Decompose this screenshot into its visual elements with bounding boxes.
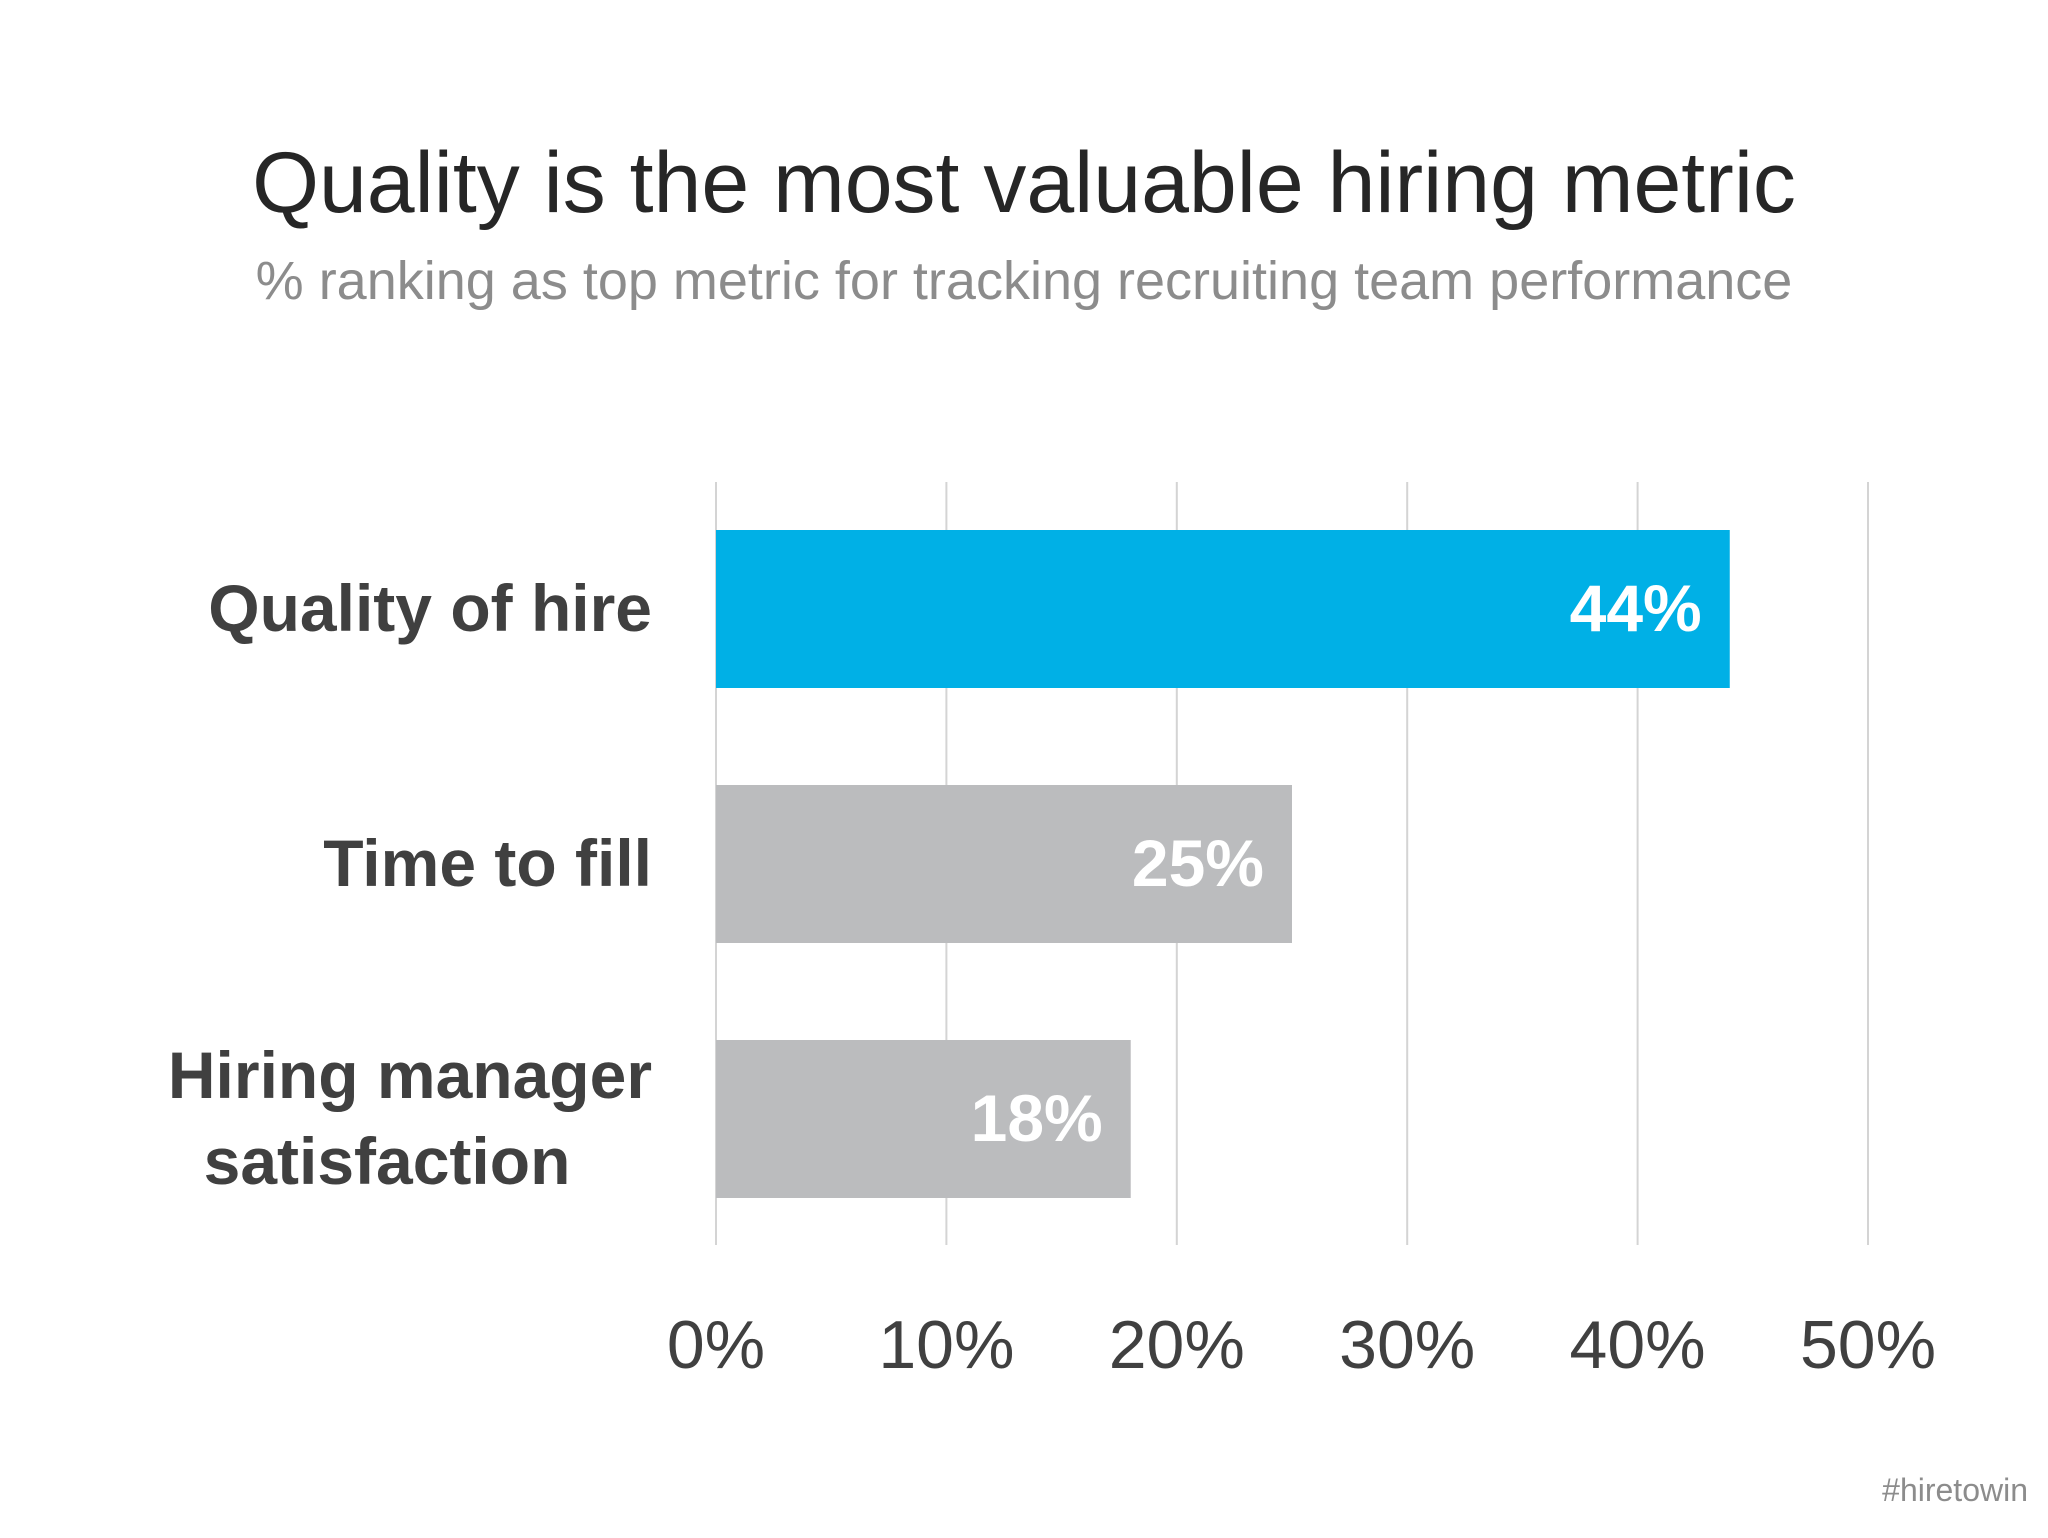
chart-subtitle: % ranking as top metric for tracking rec… — [255, 251, 1793, 311]
bars — [716, 530, 1730, 1198]
bar-value-label: 25% — [1132, 826, 1264, 900]
x-tick-label: 50% — [1800, 1307, 1936, 1383]
category-label: Quality of hire — [208, 571, 652, 645]
chart-title: Quality is the most valuable hiring metr… — [252, 135, 1796, 231]
x-tick-label: 30% — [1339, 1307, 1475, 1383]
x-tick-label: 0% — [667, 1307, 765, 1383]
bar-value-label: 18% — [971, 1081, 1103, 1155]
category-label: Time to fill — [323, 826, 652, 900]
category-labels: Quality of hire Time to fill Hiring manage… — [168, 571, 652, 1198]
bar — [716, 530, 1730, 688]
bar-value-label: 44% — [1570, 571, 1702, 645]
x-tick-labels: 0% 10% 20% 30% 40% 50% — [667, 1307, 1936, 1383]
category-label: Hiring manager — [168, 1038, 652, 1112]
x-tick-label: 20% — [1109, 1307, 1245, 1383]
bar — [716, 785, 1292, 943]
hashtag-watermark: #hiretowin — [1882, 1472, 2028, 1508]
bar-value-labels: 44% 25% 18% — [971, 571, 1702, 1155]
category-label: satisfaction — [204, 1124, 571, 1198]
bar — [716, 1040, 1131, 1198]
x-tick-label: 10% — [878, 1307, 1014, 1383]
x-tick-label: 40% — [1570, 1307, 1706, 1383]
